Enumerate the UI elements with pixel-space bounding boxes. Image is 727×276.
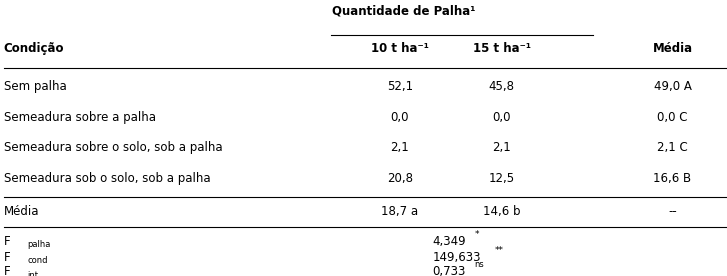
Text: 12,5: 12,5	[489, 171, 515, 185]
Text: F: F	[4, 235, 10, 248]
Text: 0,0 C: 0,0 C	[657, 111, 688, 124]
Text: cond: cond	[28, 256, 48, 265]
Text: 10 t ha⁻¹: 10 t ha⁻¹	[371, 42, 429, 55]
Text: 15 t ha⁻¹: 15 t ha⁻¹	[473, 42, 531, 55]
Text: 0,733: 0,733	[433, 265, 466, 276]
Text: Sem palha: Sem palha	[4, 80, 66, 94]
Text: ns: ns	[475, 261, 484, 269]
Text: 45,8: 45,8	[489, 80, 515, 94]
Text: 0,0: 0,0	[390, 111, 409, 124]
Text: Semeadura sobre o solo, sob a palha: Semeadura sobre o solo, sob a palha	[4, 141, 222, 154]
Text: 52,1: 52,1	[387, 80, 413, 94]
Text: 2,1: 2,1	[492, 141, 511, 154]
Text: 18,7 a: 18,7 a	[381, 205, 419, 218]
Text: 2,1: 2,1	[390, 141, 409, 154]
Text: int: int	[28, 271, 39, 276]
Text: 14,6 b: 14,6 b	[483, 205, 521, 218]
Text: F: F	[4, 251, 10, 264]
Text: palha: palha	[28, 240, 51, 249]
Text: 16,6 B: 16,6 B	[654, 171, 691, 185]
Text: 49,0 A: 49,0 A	[654, 80, 691, 94]
Text: Média: Média	[652, 42, 693, 55]
Text: Média: Média	[4, 205, 39, 218]
Text: Semeadura sob o solo, sob a palha: Semeadura sob o solo, sob a palha	[4, 171, 210, 185]
Text: 4,349: 4,349	[433, 235, 466, 248]
Text: *: *	[475, 230, 479, 239]
Text: 20,8: 20,8	[387, 171, 413, 185]
Text: F: F	[4, 265, 10, 276]
Text: **: **	[494, 246, 503, 255]
Text: 0,0: 0,0	[492, 111, 511, 124]
Text: Condição: Condição	[4, 42, 64, 55]
Text: --: --	[668, 205, 677, 218]
Text: 149,633: 149,633	[433, 251, 481, 264]
Text: 2,1 C: 2,1 C	[657, 141, 688, 154]
Text: Quantidade de Palha¹: Quantidade de Palha¹	[332, 5, 475, 18]
Text: Semeadura sobre a palha: Semeadura sobre a palha	[4, 111, 156, 124]
